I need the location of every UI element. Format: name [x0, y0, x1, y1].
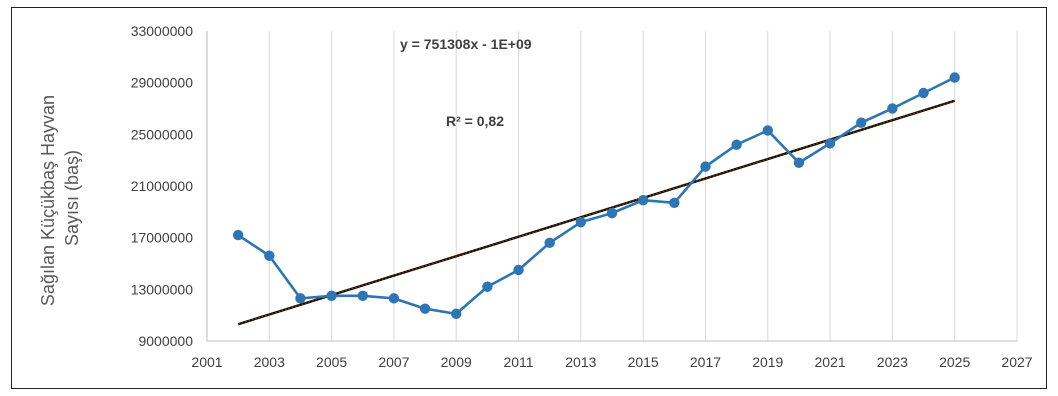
data-point	[264, 250, 275, 261]
y-tick-label: 21000000	[131, 178, 194, 194]
x-tick-label: 2015	[628, 354, 659, 370]
x-tick-label: 2013	[565, 354, 596, 370]
y-axis-label-line-2: Sayısı (baş)	[62, 150, 82, 246]
series-group	[232, 72, 960, 320]
x-tick-label: 2007	[378, 354, 409, 370]
data-point	[232, 229, 244, 241]
data-point	[949, 72, 960, 83]
x-tick-label: 2001	[191, 354, 222, 370]
x-tick-label: 2019	[752, 354, 783, 370]
data-point	[544, 237, 555, 249]
chart-frame	[11, 7, 1047, 389]
y-tick-labels: 9000000 13000000 17000000 21000000 25000000 2…	[131, 23, 194, 349]
x-tick-label: 2027	[1001, 354, 1032, 370]
x-tick-labels: 2001 2003 2005 2007 2009 2011 2013 2015 2017 2019…	[191, 354, 1032, 370]
r-squared-label: R² = 0,82	[446, 113, 504, 129]
x-tick-label: 2005	[316, 354, 347, 370]
y-tick-label: 29000000	[131, 75, 194, 91]
y-tick-label: 33000000	[131, 23, 194, 39]
data-point	[731, 139, 742, 150]
data-point	[824, 138, 836, 149]
x-tick-label: 2003	[254, 354, 285, 370]
x-tick-label: 2023	[877, 354, 908, 370]
y-tick-label: 9000000	[138, 333, 193, 349]
data-point	[419, 303, 431, 314]
data-point	[700, 161, 711, 172]
y-tick-label: 25000000	[131, 126, 194, 142]
data-point	[762, 125, 773, 136]
x-tick-label: 2009	[441, 354, 472, 370]
trendline-group	[237, 99, 956, 326]
x-tick-label: 2017	[690, 354, 721, 370]
series-line	[237, 76, 956, 316]
data-point	[326, 290, 337, 301]
y-axis-label-line-1: Sağılan Küçükbaş Hayvan	[38, 95, 58, 306]
data-point	[451, 308, 462, 320]
data-point	[606, 207, 618, 219]
data-point	[357, 290, 368, 301]
data-point	[482, 281, 493, 292]
data-point	[669, 197, 680, 208]
x-tick-label: 2011	[503, 354, 533, 370]
y-tick-label: 17000000	[131, 230, 194, 246]
x-tick-label: 2025	[939, 354, 970, 370]
data-point	[388, 293, 400, 304]
data-point	[918, 87, 929, 99]
data-point	[513, 264, 524, 276]
trendline	[237, 100, 955, 325]
y-axis-label: Sağılan Küçükbaş Hayvan Sayısı (baş)	[38, 90, 82, 306]
data-point	[887, 103, 898, 114]
axes	[206, 31, 1017, 342]
grid-lines	[268, 31, 1018, 341]
y-tick-label: 13000000	[131, 281, 194, 297]
trendline-equation: y = 751308x - 1E+09	[400, 36, 532, 52]
x-tick-label: 2021	[814, 354, 845, 370]
data-point	[295, 293, 306, 304]
data-point	[793, 157, 805, 168]
data-point	[856, 117, 867, 128]
data-point	[637, 195, 649, 206]
data-point	[575, 216, 587, 228]
